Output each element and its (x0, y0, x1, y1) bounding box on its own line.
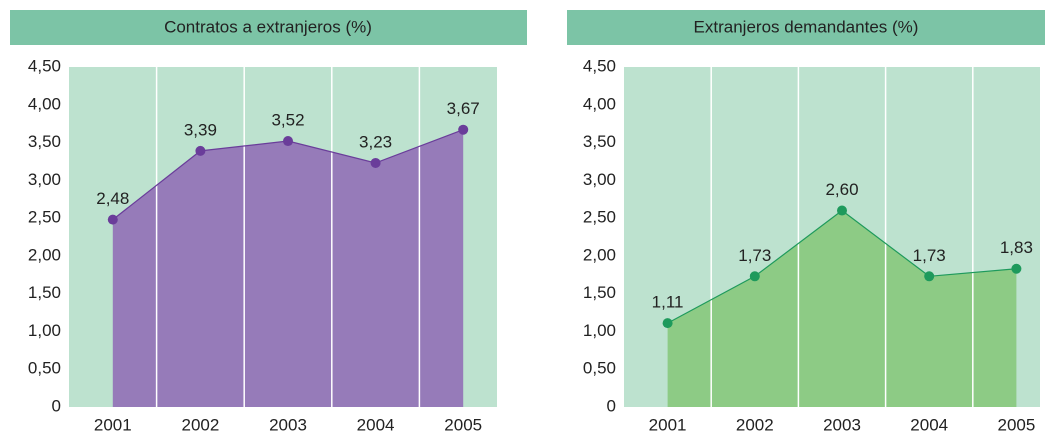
value-label: 3,39 (184, 120, 217, 139)
header-bar (10, 10, 527, 45)
y-tick-label: 0 (52, 396, 61, 415)
value-label: 3,52 (271, 111, 304, 130)
header-bar (567, 10, 1045, 45)
x-tick-label: 2005 (444, 415, 482, 434)
point (837, 205, 847, 216)
y-tick-label: 3,00 (28, 170, 61, 189)
y-tick-label: 4,00 (583, 94, 616, 113)
point (458, 124, 469, 135)
value-label: 3,23 (359, 132, 392, 151)
y-tick-label: 2,50 (583, 208, 616, 227)
y-tick-label: 1,00 (583, 321, 616, 340)
chart-title: Contratos a extranjeros (%) (164, 17, 372, 36)
x-tick-label: 2004 (357, 415, 395, 434)
chart-title: Extranjeros demandantes (%) (694, 17, 919, 36)
area (112, 129, 464, 407)
x-tick-label: 2003 (269, 415, 307, 434)
y-tick-label: 1,00 (28, 321, 61, 340)
value-label: 3,67 (447, 99, 480, 118)
y-tick-label: 1,50 (583, 283, 616, 302)
point (107, 214, 118, 225)
y-tick-label: 0,50 (583, 359, 616, 378)
y-tick-label: 1,50 (28, 283, 61, 302)
point (749, 271, 760, 282)
value-label: 2,60 (825, 180, 858, 199)
point (924, 271, 935, 282)
area (667, 210, 1017, 407)
value-label: 1,73 (913, 246, 946, 265)
y-tick-label: 4,50 (28, 56, 61, 75)
x-tick-label: 2002 (736, 415, 774, 434)
point (370, 157, 381, 168)
y-tick-label: 0 (607, 396, 616, 415)
x-tick-label: 2003 (823, 415, 861, 434)
y-tick-label: 3,00 (583, 170, 616, 189)
y-tick-label: 2,00 (583, 245, 616, 264)
y-tick-label: 0,50 (28, 359, 61, 378)
y-tick-label: 3,50 (28, 132, 61, 151)
x-tick-label: 2004 (910, 415, 948, 434)
value-label: 1,11 (652, 293, 684, 312)
value-label: 1,73 (738, 246, 771, 265)
x-tick-label: 2002 (181, 415, 219, 434)
point (283, 136, 293, 147)
point (662, 318, 673, 329)
x-tick-label: 2001 (649, 415, 687, 434)
y-tick-label: 2,50 (28, 208, 61, 227)
point (195, 145, 206, 156)
x-tick-label: 2005 (997, 415, 1035, 434)
y-tick-label: 4,50 (583, 56, 616, 75)
value-label: 2,48 (96, 189, 129, 208)
y-tick-label: 4,00 (28, 94, 61, 113)
value-label: 1,83 (1000, 238, 1033, 257)
y-tick-label: 3,50 (583, 132, 616, 151)
x-tick-label: 2001 (94, 415, 132, 434)
point (1011, 263, 1022, 274)
y-tick-label: 2,00 (28, 245, 61, 264)
